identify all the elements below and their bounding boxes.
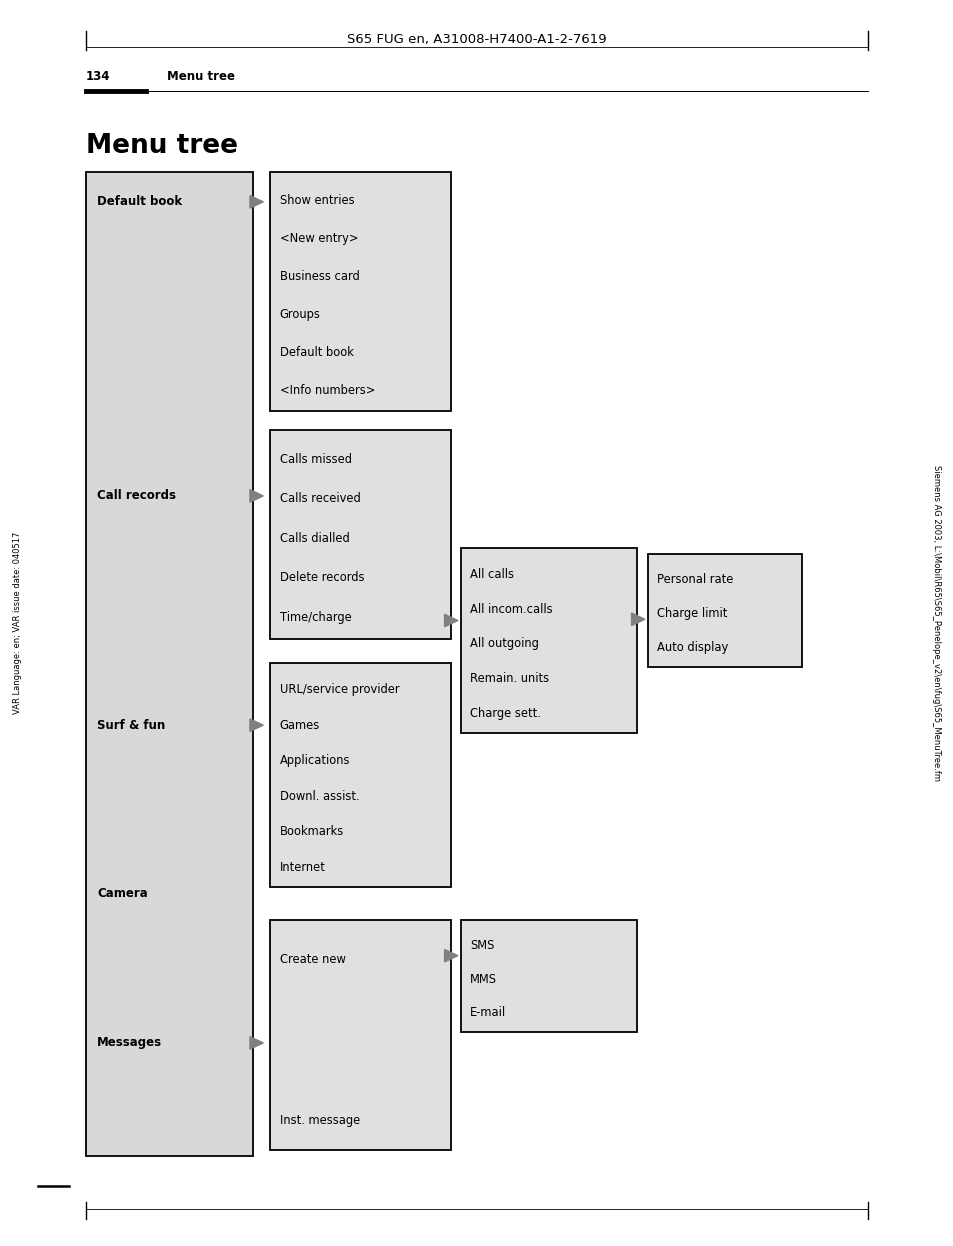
Polygon shape	[250, 196, 263, 208]
Text: Call records: Call records	[97, 490, 176, 502]
Text: All calls: All calls	[470, 568, 514, 581]
Text: S65 FUG en, A31008-H7400-A1-2-7619: S65 FUG en, A31008-H7400-A1-2-7619	[347, 34, 606, 46]
Text: 134: 134	[86, 71, 111, 83]
Text: VAR Language: en; VAR issue date: 040517: VAR Language: en; VAR issue date: 040517	[12, 532, 22, 714]
Polygon shape	[444, 614, 457, 627]
Bar	[270, 920, 451, 1150]
Polygon shape	[631, 613, 644, 625]
Text: Inst. message: Inst. message	[279, 1114, 359, 1128]
Text: Menu tree: Menu tree	[86, 133, 237, 159]
Text: Remain. units: Remain. units	[470, 673, 549, 685]
Text: Charge limit: Charge limit	[657, 608, 727, 621]
Text: Camera: Camera	[97, 887, 148, 900]
Bar	[270, 172, 451, 411]
Polygon shape	[250, 490, 263, 502]
Text: Calls missed: Calls missed	[279, 454, 351, 466]
Text: Business card: Business card	[279, 270, 359, 283]
Text: <New entry>: <New entry>	[279, 232, 357, 245]
Polygon shape	[250, 719, 263, 731]
Text: Create new: Create new	[279, 953, 345, 966]
Text: Delete records: Delete records	[279, 572, 364, 584]
Text: E-mail: E-mail	[470, 1007, 506, 1019]
Bar	[647, 554, 801, 667]
Text: Applications: Applications	[279, 754, 350, 768]
Text: <Info numbers>: <Info numbers>	[279, 384, 375, 396]
Text: Internet: Internet	[279, 861, 325, 875]
Text: Show entries: Show entries	[279, 194, 354, 207]
Text: Calls received: Calls received	[279, 492, 360, 506]
Text: Time/charge: Time/charge	[279, 611, 351, 624]
Text: Games: Games	[279, 719, 319, 731]
Text: Bookmarks: Bookmarks	[279, 825, 343, 839]
Text: Calls dialled: Calls dialled	[279, 532, 349, 545]
Text: URL/service provider: URL/service provider	[279, 683, 398, 697]
Bar	[270, 663, 451, 887]
Bar	[460, 920, 637, 1032]
Text: MMS: MMS	[470, 973, 497, 986]
Text: Downl. assist.: Downl. assist.	[279, 790, 358, 802]
Text: Groups: Groups	[279, 308, 320, 321]
Text: SMS: SMS	[470, 938, 495, 952]
Text: Default book: Default book	[279, 346, 353, 359]
Text: Messages: Messages	[97, 1037, 162, 1049]
Polygon shape	[444, 949, 457, 962]
Text: All incom.calls: All incom.calls	[470, 603, 553, 616]
Text: Auto display: Auto display	[657, 642, 728, 654]
Text: Personal rate: Personal rate	[657, 573, 733, 587]
Text: Menu tree: Menu tree	[167, 71, 234, 83]
Bar	[460, 548, 637, 733]
Text: Charge sett.: Charge sett.	[470, 706, 540, 720]
Text: Siemens AG 2003, L:\Mobil\R65\S65_Penelope_v2\en\fug\S65_MenuTree.fm: Siemens AG 2003, L:\Mobil\R65\S65_Penelo…	[931, 465, 941, 781]
Text: Default book: Default book	[97, 196, 182, 208]
Text: All outgoing: All outgoing	[470, 638, 538, 650]
Polygon shape	[250, 1037, 263, 1049]
Bar	[86, 172, 253, 1156]
Bar	[270, 430, 451, 639]
Text: Surf & fun: Surf & fun	[97, 719, 166, 731]
